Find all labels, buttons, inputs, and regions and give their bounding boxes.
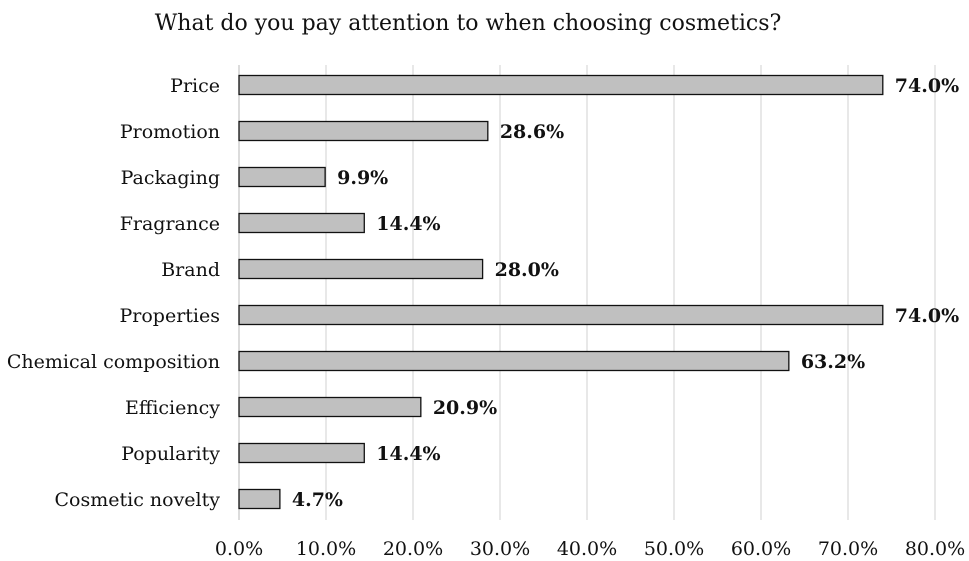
x-tick-label: 80.0% (905, 538, 965, 560)
bar (238, 74, 884, 96)
x-tick-label: 30.0% (470, 538, 530, 560)
bar (238, 120, 489, 142)
category-label: Properties (119, 305, 220, 327)
category-label: Brand (161, 259, 220, 281)
category-label: Fragrance (120, 213, 220, 235)
x-tick-label: 50.0% (644, 538, 704, 560)
data-label: 74.0% (895, 75, 959, 97)
x-axis-tick-labels: 0.0% 10.0% 20.0% 30.0% 40.0% 50.0% 60.0% 70.0% 8… (215, 538, 965, 560)
bar (238, 304, 884, 326)
x-tick-label: 0.0% (215, 538, 263, 560)
data-label: 20.9% (433, 397, 497, 419)
bar (238, 442, 365, 464)
data-label: 4.7% (292, 489, 343, 511)
data-label: 63.2% (801, 351, 865, 373)
x-tick-label: 60.0% (731, 538, 791, 560)
x-tick-label: 20.0% (383, 538, 443, 560)
data-label: 14.4% (376, 213, 440, 235)
data-label: 74.0% (895, 305, 959, 327)
bar (238, 350, 790, 372)
category-labels: Price Promotion Packaging Fragrance Brand Pro… (7, 75, 220, 511)
bar (238, 396, 422, 418)
data-label: 9.9% (337, 167, 388, 189)
data-label: 28.0% (495, 259, 559, 281)
category-label: Efficiency (125, 397, 220, 419)
x-tick-label: 70.0% (818, 538, 878, 560)
bar (238, 488, 281, 510)
x-tick-label: 40.0% (557, 538, 617, 560)
x-tick-label: 10.0% (296, 538, 356, 560)
bar (238, 212, 365, 234)
category-label: Packaging (121, 167, 220, 189)
chart-title: What do you pay attention to when choosi… (155, 11, 782, 36)
data-label: 14.4% (376, 443, 440, 465)
category-label: Chemical composition (7, 351, 220, 373)
bar (238, 166, 326, 188)
category-label: Price (170, 75, 220, 97)
data-labels: 74.0% 28.6% 9.9% 14.4% 28.0% 74.0% 63.2% 20.9% 1… (292, 75, 959, 511)
bars (238, 74, 884, 510)
category-label: Popularity (121, 443, 220, 465)
category-label: Cosmetic novelty (55, 489, 221, 511)
bar (238, 258, 484, 280)
category-label: Promotion (120, 121, 220, 143)
data-label: 28.6% (500, 121, 564, 143)
